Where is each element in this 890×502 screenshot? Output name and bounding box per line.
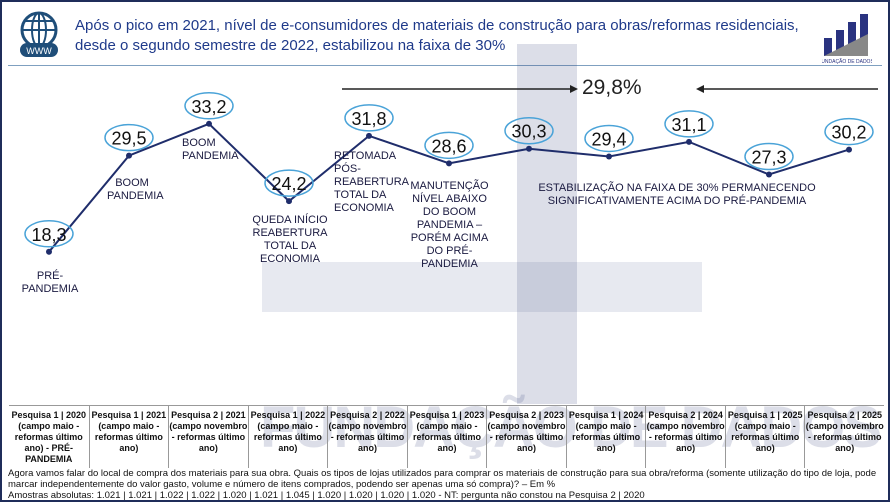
data-label: 18,3	[31, 225, 66, 245]
value-ellipse	[424, 131, 474, 160]
data-label: 30,2	[831, 123, 866, 143]
value-ellipse	[504, 116, 554, 145]
data-label: 33,2	[191, 97, 226, 117]
data-label: 28,6	[431, 136, 466, 156]
question-text: Agora vamos falar do local de compra dos…	[8, 468, 877, 490]
category-label: Pesquisa 1 | 2025 (campo maio - reformas…	[724, 406, 805, 468]
annotation-manutencao: MANUTENÇÃO NÍVEL ABAIXO DO BOOM PANDEMIA…	[410, 180, 489, 270]
value-ellipse	[264, 169, 314, 197]
category-axis: Pesquisa 1 | 2020 (campo maio - reformas…	[9, 405, 884, 468]
data-point	[206, 120, 212, 127]
data-point	[606, 153, 612, 160]
watermark-text: FUNDAÇÃO DE DADOS	[260, 395, 882, 460]
slide-title: Após o pico em 2021, nível de e-consumid…	[75, 17, 799, 54]
data-point	[446, 160, 452, 167]
category-label: Pesquisa 2 | 2021 (campo novembro - refo…	[168, 406, 248, 468]
data-label: 29,4	[591, 129, 626, 149]
data-label: 31,8	[351, 109, 386, 129]
category-label: Pesquisa 2 | 2024 (campo novembro - refo…	[645, 406, 725, 468]
line-chart: 18,3 29,5 33,2 24,2 31,8 28,6 30,3 29,4 31,1 27,3…	[24, 85, 878, 255]
divider	[8, 65, 882, 66]
value-ellipse	[184, 92, 234, 120]
value-ellipse	[824, 117, 874, 146]
value-ellipse	[24, 220, 74, 248]
annotation-pre-pandemia: PRÉ-PANDEMIA	[21, 270, 79, 295]
category-label: Pesquisa 1 | 2022 (campo maio - reformas…	[247, 406, 328, 468]
value-ellipse	[584, 124, 634, 153]
value-ellipse	[744, 142, 794, 171]
range-label: 29,8%	[582, 76, 642, 99]
arrow-left-icon	[696, 85, 704, 93]
value-ellipse	[104, 123, 154, 152]
data-label: 31,1	[671, 115, 706, 135]
data-label: 24,2	[271, 174, 306, 194]
value-ellipse	[344, 104, 394, 132]
data-point	[366, 132, 372, 139]
category-label: Pesquisa 1 | 2023 (campo maio - reformas…	[406, 406, 487, 468]
fundacao-de-dados-logo: FUNDAÇÃO DE DADOS	[822, 14, 872, 64]
svg-text:FUNDAÇÃO DE DADOS: FUNDAÇÃO DE DADOS	[822, 58, 872, 64]
data-label: 30,3	[511, 122, 546, 142]
annotation-boom-2: BOOM PANDEMIA	[182, 137, 239, 162]
data-point	[686, 138, 692, 145]
annotation-estabilizacao: ESTABILIZAÇÃO NA FAIXA DE 30% PERMANECEN…	[538, 182, 816, 207]
data-point	[46, 248, 52, 255]
samples-text: Amostras absolutas: 1.021 | 1.021 | 1.02…	[8, 490, 645, 501]
annotation-queda: QUEDA INÍCIO REABERTURA TOTAL DA ECONOMI…	[252, 214, 328, 265]
category-label: Pesquisa 2 | 2023 (campo novembro - refo…	[486, 406, 566, 468]
data-point	[846, 146, 852, 153]
category-label: Pesquisa 1 | 2020 (campo maio - reformas…	[11, 410, 87, 464]
value-ellipse	[664, 110, 714, 138]
globe-label: WWW	[26, 46, 52, 56]
annotation-boom-1: BOOM PANDEMIA	[107, 177, 164, 202]
annotation-retomada: RETOMADA PÓS-REABERTURA TOTAL DA ECONOMI…	[334, 150, 409, 214]
arrow-right-icon	[570, 85, 578, 93]
footnote: Agora vamos falar do local de compra dos…	[8, 468, 880, 501]
data-label: 27,3	[751, 147, 786, 167]
data-point	[126, 152, 132, 159]
category-label: Pesquisa 2 | 2022 (campo novembro - refo…	[327, 406, 407, 468]
data-point	[286, 198, 292, 205]
watermark-bar	[262, 262, 702, 312]
category-label: Pesquisa 1 | 2024 (campo maio - reformas…	[565, 406, 646, 468]
data-label: 29,5	[111, 129, 146, 149]
watermark	[517, 44, 577, 404]
data-point	[766, 171, 772, 178]
category-label: Pesquisa 2 | 2025 (campo novembro - refo…	[804, 406, 884, 468]
globe-www-icon: WWW	[20, 11, 58, 57]
category-label: Pesquisa 1 | 2021 (campo maio - reformas…	[88, 406, 169, 468]
data-point	[526, 145, 532, 152]
